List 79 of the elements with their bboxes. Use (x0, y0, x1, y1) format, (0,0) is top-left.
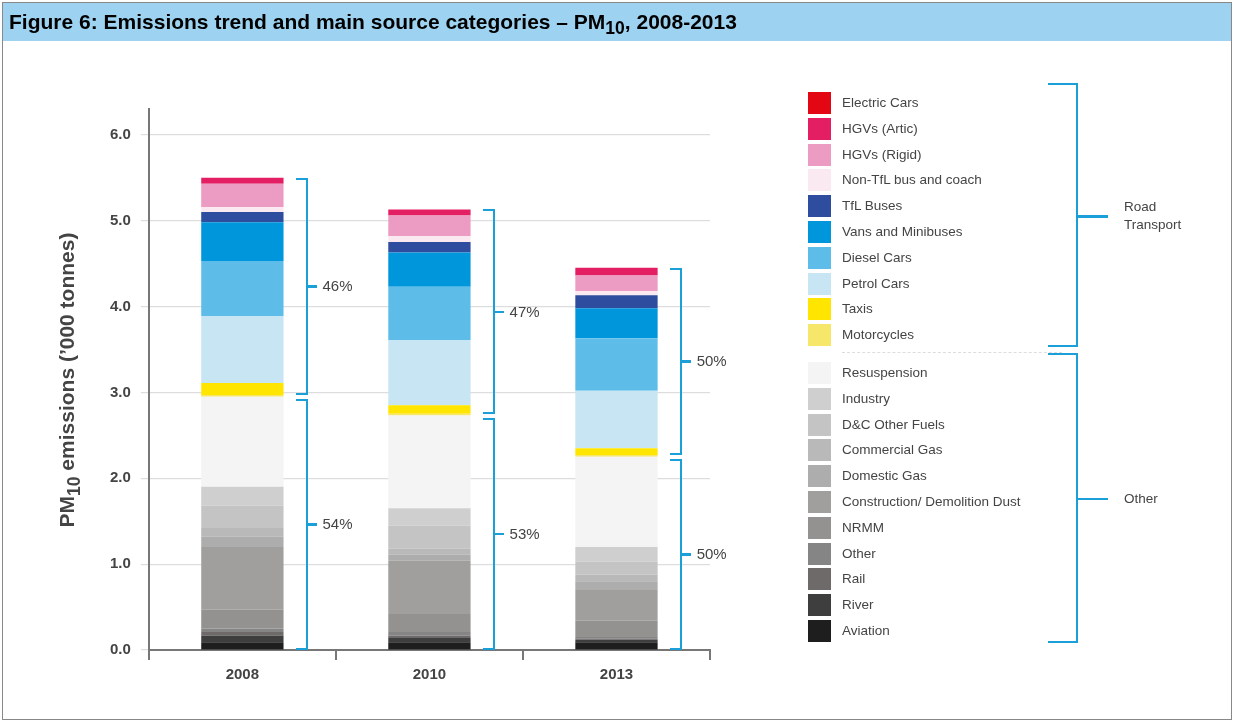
bar (575, 291, 658, 296)
legend-label: Industry (842, 389, 891, 408)
text: Road Transport (1124, 198, 1183, 234)
annotation: 47% (509, 302, 540, 321)
bar (388, 209, 471, 216)
bar (201, 315, 284, 383)
bar (201, 177, 284, 184)
legend-label: TfL Buses (842, 197, 903, 216)
bar (201, 546, 284, 610)
x-tick-label: 2008 (225, 665, 260, 683)
bar (575, 275, 658, 292)
bar (201, 222, 284, 261)
bar (201, 382, 284, 395)
bar (575, 620, 658, 638)
legend-label: Motorcycles (842, 326, 915, 345)
bar (201, 609, 284, 629)
legend-label: Domestic Gas (842, 467, 927, 486)
legend-label: Taxis (842, 300, 873, 319)
bar (388, 642, 471, 650)
bar (388, 635, 471, 638)
legend-label: Electric Cars (842, 94, 919, 112)
annotation: 46% (322, 277, 353, 296)
legend-label: Petrol Cars (842, 274, 910, 293)
bar (388, 286, 471, 340)
y-tick-label: 6.0 (109, 124, 131, 142)
x-tick-label: 2010 (412, 665, 447, 683)
bar (575, 642, 658, 650)
y-tick-label: 1.0 (109, 554, 131, 572)
bar (201, 183, 284, 207)
bar (575, 267, 658, 276)
bar (201, 635, 284, 643)
legend-label: HGVs (Rigid) (842, 145, 922, 164)
legend-label: Vans and Minibuses (842, 223, 963, 241)
legend-label: Construction/ Demolition Dust (842, 493, 1021, 511)
bar (575, 589, 658, 621)
legend-label: Other (842, 544, 876, 563)
bar (575, 390, 658, 449)
legend-label: Aviation (842, 622, 890, 640)
bar (388, 613, 471, 632)
y-tick-label: 0.0 (109, 640, 131, 658)
y-tick-label: 2.0 (109, 468, 131, 486)
chart-title: Figure 6: Emissions trend and main source categories – PM$_{10}$, 2008-2013 (3, 3, 1231, 41)
bar (388, 236, 471, 243)
bar (388, 252, 471, 287)
bar (388, 405, 471, 414)
legend-label: Diesel Cars (842, 248, 912, 267)
bar (388, 340, 471, 406)
bar (201, 396, 284, 487)
bar (575, 308, 658, 339)
bar (201, 261, 284, 316)
bar (388, 215, 471, 237)
bar (201, 212, 284, 223)
annotation: 54% (322, 515, 353, 534)
bar (575, 295, 658, 309)
bar (575, 338, 658, 391)
annotation: 53% (509, 524, 540, 543)
legend-label: D&C Other Fuels (842, 415, 945, 434)
y-tick-label: 5.0 (109, 210, 131, 228)
legend-label: River (842, 596, 874, 615)
bar (201, 642, 284, 650)
bar (388, 560, 471, 614)
bar (388, 637, 471, 643)
bar (201, 206, 284, 213)
text: Other (1124, 489, 1159, 508)
annotation: 50% (696, 352, 727, 371)
y-tick-label: 4.0 (109, 296, 131, 314)
annotation: 50% (696, 545, 727, 564)
bar (388, 415, 471, 509)
bar (388, 242, 471, 253)
legend-label: NRMM (842, 518, 884, 537)
legend-label: Resuspension (842, 364, 928, 382)
legend-label: Non-TfL bus and coach (842, 171, 982, 190)
legend-label: HGVs (Artic) (842, 119, 918, 138)
bar (575, 448, 658, 456)
legend-label: Commercial Gas (842, 441, 943, 460)
bar (575, 456, 658, 547)
x-tick-label: 2013 (599, 665, 634, 683)
legend-label: Rail (842, 570, 866, 589)
y-tick-label: 3.0 (109, 382, 131, 400)
